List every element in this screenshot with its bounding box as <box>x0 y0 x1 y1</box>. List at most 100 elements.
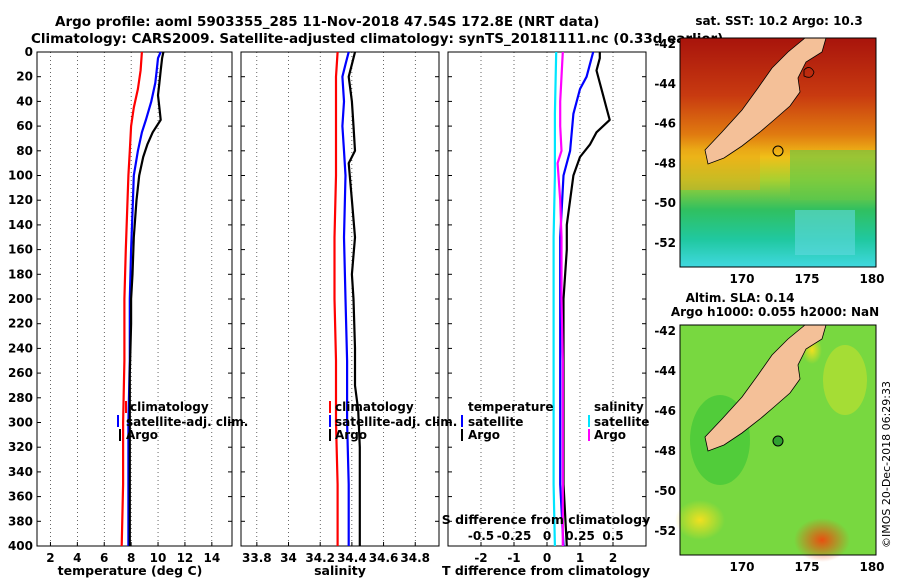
temperature-panel: 2 4 6 8 10 12 14 <box>37 51 232 565</box>
map-lat-label: -52 <box>654 524 676 538</box>
series-climatology <box>333 51 339 546</box>
legend-t-argo-label: Argo <box>468 428 500 442</box>
salinity-xlabel: salinity <box>314 563 366 578</box>
series-temperature-satellite <box>559 51 595 547</box>
depth-tick-label: 280 <box>8 391 33 405</box>
salinity-legend: climatology satellite-adj. clim. Argo <box>329 400 457 442</box>
x-tick-label: 6 <box>100 551 108 565</box>
title-line-1: Argo profile: aoml 5903355_285 11-Nov-20… <box>55 14 599 30</box>
series-temperature-argo <box>562 52 611 547</box>
new-zealand-land <box>704 324 827 452</box>
map-lon-label: 170 <box>729 560 754 574</box>
map-lon-label: 170 <box>729 272 754 286</box>
depth-tick-label: 200 <box>8 292 33 306</box>
depth-tick-label: 360 <box>8 490 33 504</box>
sst-patch <box>795 210 855 255</box>
difference-panel: -2 -1 0 1 2 -0.5 -0.25 0 0.25 0.5 <box>448 51 646 565</box>
legend-temperature-title: temperature <box>468 400 553 414</box>
depth-tick-label: 120 <box>8 193 33 207</box>
sla-map-frame <box>679 324 877 556</box>
t-difference-xlabel: T difference from climatology <box>442 563 650 578</box>
x-tick-label: 34.2 <box>305 551 335 565</box>
x-tick-label: 2 <box>46 551 54 565</box>
map-lat-label: -42 <box>654 37 676 51</box>
series-satellite-adj-clim <box>341 51 350 546</box>
sla-blob <box>823 345 867 415</box>
sst-map <box>679 37 877 268</box>
legend-s-argo-label: Argo <box>594 428 626 442</box>
x-tick-label: 34.6 <box>369 551 399 565</box>
secondary-x-tick-label: 0 <box>543 529 551 543</box>
salinity-panel-frame <box>240 51 440 547</box>
series-argo <box>128 51 165 546</box>
map-lat-label: -50 <box>654 196 676 210</box>
depth-tick-label: 0 <box>25 45 33 59</box>
temperature-panel-frame <box>36 51 233 547</box>
sla-map-title-1: Altim. SLA: 0.14 <box>686 291 795 305</box>
depth-tick-label: 300 <box>8 416 33 430</box>
depth-tick-label: 340 <box>8 465 33 479</box>
sla-map-title-2: Argo h1000: 0.055 h2000: NaN <box>671 305 879 319</box>
secondary-x-tick-label: -0.5 <box>468 529 494 543</box>
difference-legend: temperature satellite Argo salinity sate… <box>461 400 649 442</box>
depth-tick-label: 380 <box>8 514 33 528</box>
sst-patch <box>790 150 876 200</box>
x-tick-label: 2 <box>609 551 617 565</box>
sla-map <box>675 324 877 562</box>
x-tick-label: 34 <box>280 551 297 565</box>
x-tick-label: 34.4 <box>337 551 367 565</box>
x-tick-label: 0 <box>543 551 551 565</box>
temperature-legend: climatology satellite-adj. clim. Argo <box>117 400 248 442</box>
depth-axis: 0 20 40 60 80 100 120 140 160 180 200 220 240 260 280 3… <box>8 45 33 553</box>
depth-tick-label: 100 <box>8 169 33 183</box>
x-tick-label: 1 <box>576 551 584 565</box>
difference-panel-frame <box>447 51 647 547</box>
map-lat-label: -46 <box>654 117 676 131</box>
series-climatology <box>120 51 143 547</box>
coast-contour <box>803 67 815 78</box>
legend-climatology-label: climatology <box>335 400 414 414</box>
x-tick-label: 34.8 <box>400 551 430 565</box>
x-tick-label: 33.8 <box>242 551 272 565</box>
x-tick-label: -1 <box>507 551 520 565</box>
x-tick-label: -2 <box>474 551 487 565</box>
x-tick-label: 4 <box>73 551 81 565</box>
map-lat-label: -42 <box>654 324 676 338</box>
secondary-x-tick-label: 0.25 <box>565 529 595 543</box>
map-lat-label: -44 <box>654 77 676 91</box>
depth-tick-label: 80 <box>16 144 33 158</box>
s-difference-xlabel: S difference from climatology <box>442 512 651 527</box>
series-salinity-argo <box>556 51 564 546</box>
secondary-x-tick-label: 0.5 <box>602 529 623 543</box>
legend-satellite-label: satellite-adj. clim. <box>126 415 248 429</box>
depth-tick-label: 260 <box>8 366 33 380</box>
sst-map-title: sat. SST: 10.2 Argo: 10.3 <box>695 14 862 28</box>
map-lat-label: -48 <box>654 444 676 458</box>
map-lat-label: -46 <box>654 404 676 418</box>
title-line-2: Climatology: CARS2009. Satellite-adjuste… <box>31 31 723 47</box>
x-tick-label: 14 <box>203 551 220 565</box>
secondary-x-tick-label: -0.25 <box>497 529 532 543</box>
depth-tick-label: 180 <box>8 267 33 281</box>
salinity-panel: 33.8 34 34.2 34.4 34.6 34.8 <box>241 51 439 565</box>
legend-salinity-title: salinity <box>594 400 644 414</box>
sla-blob <box>675 500 725 540</box>
legend-climatology-label: climatology <box>130 400 209 414</box>
x-tick-label: 12 <box>177 551 194 565</box>
map-lat-label: -44 <box>654 364 676 378</box>
argo-float-marker <box>772 145 784 157</box>
sla-map-axes: -42 -44 -46 -48 -50 -52 170 175 180 <box>654 324 884 574</box>
x-tick-label: 10 <box>150 551 167 565</box>
depth-tick-label: 220 <box>8 317 33 331</box>
temperature-xlabel: temperature (deg C) <box>58 563 203 578</box>
depth-tick-label: 40 <box>16 94 33 108</box>
map-lon-label: 180 <box>859 272 884 286</box>
sla-blob <box>794 518 850 562</box>
legend-satellite-label: satellite-adj. clim. <box>335 415 457 429</box>
map-lon-label: 180 <box>859 560 884 574</box>
legend-s-satellite-label: satellite <box>594 415 649 429</box>
series-salinity-satellite <box>552 51 558 547</box>
depth-tick-label: 60 <box>16 119 33 133</box>
map-lon-label: 175 <box>794 272 819 286</box>
